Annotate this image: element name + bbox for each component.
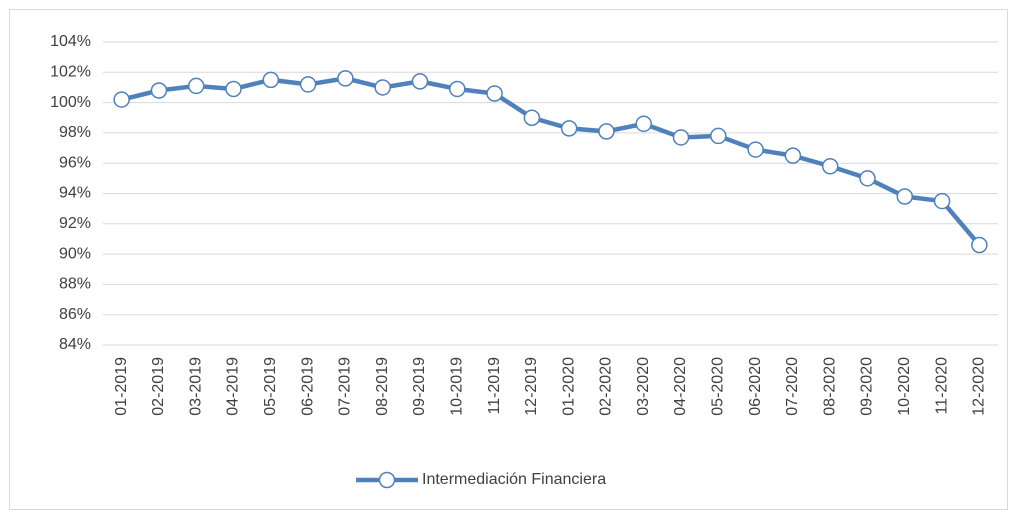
x-tick-label: 04-2019 bbox=[225, 357, 242, 416]
point-marker bbox=[635, 115, 652, 133]
y-tick-label: 92% bbox=[59, 215, 91, 232]
legend-marker bbox=[378, 471, 396, 489]
point-marker bbox=[150, 82, 168, 99]
x-tick-label: 05-2020 bbox=[710, 357, 727, 416]
point-marker bbox=[449, 80, 466, 98]
point-marker bbox=[971, 236, 988, 254]
x-tick-label: 06-2020 bbox=[747, 357, 764, 416]
point-marker bbox=[411, 73, 429, 90]
point-marker bbox=[747, 141, 764, 158]
point-marker bbox=[560, 120, 578, 137]
point-marker bbox=[821, 157, 839, 175]
x-tick-label: 03-2020 bbox=[635, 357, 652, 416]
point-marker bbox=[374, 79, 391, 96]
y-tick-label: 94% bbox=[59, 185, 91, 202]
point-marker bbox=[933, 192, 951, 210]
point-marker bbox=[486, 85, 503, 102]
y-tick-label: 88% bbox=[59, 276, 91, 293]
x-tick-label: 02-2020 bbox=[598, 357, 615, 416]
y-tick-label: 84% bbox=[59, 336, 91, 353]
x-tick-label: 08-2020 bbox=[821, 357, 838, 416]
x-tick-label: 11-2020 bbox=[933, 357, 950, 415]
x-tick-label: 06-2019 bbox=[299, 357, 316, 416]
y-tick-label: 90% bbox=[59, 245, 91, 262]
point-marker bbox=[337, 70, 354, 87]
chart-frame bbox=[9, 9, 1008, 510]
y-tick-label: 86% bbox=[59, 306, 91, 323]
point-marker bbox=[113, 91, 130, 108]
x-tick-label: 05-2019 bbox=[262, 357, 279, 416]
legend-label: Intermediación Financiera bbox=[422, 471, 606, 488]
point-marker bbox=[299, 76, 317, 93]
x-tick-label: 09-2020 bbox=[859, 357, 876, 416]
x-tick-label: 09-2019 bbox=[411, 357, 428, 416]
x-tick-label: 03-2019 bbox=[187, 357, 204, 416]
point-marker bbox=[225, 80, 242, 98]
y-tick-label: 98% bbox=[59, 124, 91, 141]
point-marker bbox=[187, 77, 205, 95]
y-tick-label: 100% bbox=[50, 94, 91, 111]
point-marker bbox=[710, 127, 727, 145]
point-marker bbox=[859, 170, 876, 187]
x-tick-label: 07-2019 bbox=[337, 357, 354, 416]
x-tick-label: 04-2020 bbox=[672, 357, 689, 416]
x-tick-label: 02-2019 bbox=[150, 357, 167, 416]
x-tick-label: 11-2019 bbox=[486, 357, 503, 415]
x-tick-label: 01-2019 bbox=[113, 357, 130, 416]
point-marker bbox=[784, 147, 802, 164]
x-tick-label: 10-2020 bbox=[896, 357, 913, 416]
y-tick-label: 102% bbox=[50, 64, 91, 81]
x-tick-label: 10-2019 bbox=[448, 357, 465, 416]
point-marker bbox=[896, 188, 914, 205]
x-tick-label: 08-2019 bbox=[374, 357, 391, 416]
x-tick-label: 07-2020 bbox=[784, 357, 801, 416]
point-marker bbox=[523, 109, 541, 126]
x-tick-label: 12-2020 bbox=[971, 357, 988, 416]
x-tick-label: 12-2019 bbox=[523, 357, 540, 416]
y-tick-label: 96% bbox=[59, 154, 91, 171]
y-tick-label: 104% bbox=[50, 33, 91, 50]
x-tick-label: 01-2020 bbox=[560, 357, 577, 416]
point-marker bbox=[672, 129, 690, 146]
point-marker bbox=[262, 71, 280, 89]
point-marker bbox=[598, 123, 615, 140]
